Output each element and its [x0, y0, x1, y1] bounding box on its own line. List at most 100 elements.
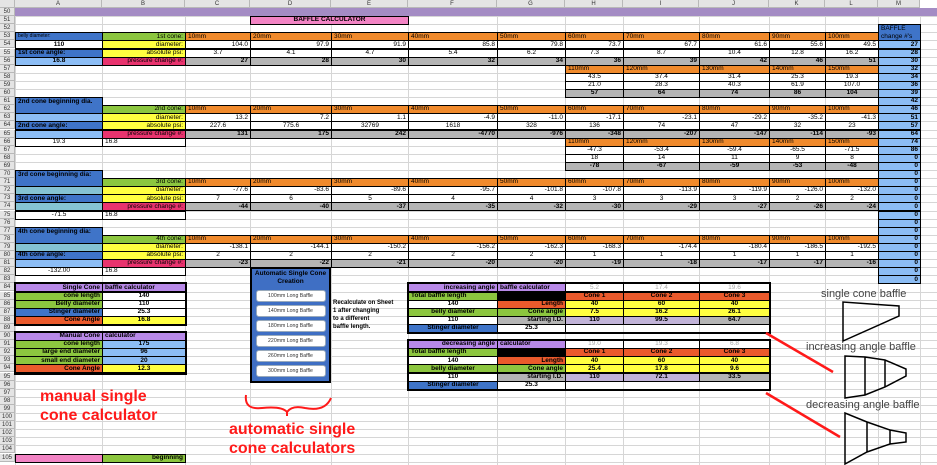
row-header[interactable]: 53: [0, 32, 15, 41]
left-cell[interactable]: 16.8: [102, 267, 186, 277]
baffle-change-header[interactable]: BAFFLE change #'s: [878, 24, 921, 42]
row-header[interactable]: 59: [0, 80, 15, 89]
select-all-corner[interactable]: [0, 0, 15, 8]
row-header[interactable]: 82: [0, 267, 15, 276]
baffle-length-button[interactable]: 260mm Long Baffle: [255, 350, 326, 362]
row-header[interactable]: 105: [0, 453, 15, 462]
row-header[interactable]: 67: [0, 145, 15, 154]
gridline: [15, 396, 937, 398]
column-header[interactable]: C: [185, 0, 250, 8]
left-cell[interactable]: 16.8: [102, 210, 186, 220]
row-header[interactable]: 75: [0, 210, 15, 219]
column-header[interactable]: L: [825, 0, 878, 8]
row-header[interactable]: 102: [0, 429, 15, 438]
increasing-angle-baffle-drawing: [844, 355, 907, 399]
row-header[interactable]: 55: [0, 48, 15, 57]
row-header[interactable]: 80: [0, 251, 15, 260]
row-header[interactable]: 68: [0, 153, 15, 162]
automatic-cone-title: Automatic Single Cone Creation: [254, 270, 327, 285]
bottom-cell[interactable]: beginning: [102, 453, 186, 463]
column-header[interactable]: H: [565, 0, 623, 8]
column-header[interactable]: D: [250, 0, 331, 8]
note-line: to a different: [333, 316, 370, 323]
baffle-length-button[interactable]: 100mm Long Baffle: [255, 290, 326, 302]
left-cell[interactable]: 16.8: [102, 137, 186, 147]
row-header[interactable]: 89: [0, 323, 15, 332]
row-header[interactable]: 73: [0, 194, 15, 203]
column-header[interactable]: F: [408, 0, 497, 8]
row-header[interactable]: 95: [0, 372, 15, 381]
column-header[interactable]: J: [699, 0, 769, 8]
row-header[interactable]: 81: [0, 259, 15, 268]
row-header[interactable]: 97: [0, 388, 15, 397]
gridline: [15, 461, 937, 463]
row-header[interactable]: 61: [0, 97, 15, 106]
row-header[interactable]: 66: [0, 137, 15, 146]
decreasing-angle-baffle-drawing: [844, 411, 907, 465]
row-header[interactable]: 98: [0, 396, 15, 405]
single-cone-baffle-label: single cone baffle: [821, 288, 907, 300]
row-header[interactable]: 64: [0, 121, 15, 130]
row-header[interactable]: 57: [0, 64, 15, 73]
row-header[interactable]: 78: [0, 234, 15, 243]
row-header[interactable]: 96: [0, 380, 15, 389]
row-header[interactable]: 74: [0, 202, 15, 211]
gridline: [15, 145, 937, 147]
row-header[interactable]: 65: [0, 129, 15, 138]
row-header[interactable]: 99: [0, 404, 15, 413]
column-header[interactable]: K: [769, 0, 825, 8]
row-header[interactable]: 100: [0, 413, 15, 422]
arrow-line: [765, 331, 834, 374]
column-header[interactable]: E: [331, 0, 408, 8]
gridline: [15, 16, 937, 18]
column-header[interactable]: I: [623, 0, 699, 8]
row-header[interactable]: 62: [0, 105, 15, 114]
row-header[interactable]: 83: [0, 275, 15, 284]
gridline: [15, 89, 937, 90]
row-header[interactable]: 51: [0, 16, 15, 25]
gridline: [15, 226, 937, 228]
row-header[interactable]: 63: [0, 113, 15, 122]
row-header[interactable]: 52: [0, 24, 15, 33]
row-header[interactable]: 56: [0, 56, 15, 65]
row-header[interactable]: 58: [0, 72, 15, 81]
row-header[interactable]: 77: [0, 226, 15, 235]
row-header[interactable]: 54: [0, 40, 15, 49]
row-header[interactable]: 103: [0, 437, 15, 446]
baffle-length-button[interactable]: 180mm Long Baffle: [255, 320, 326, 332]
note-line: baffle length.: [333, 324, 371, 331]
gridline: [15, 404, 937, 406]
gridline: [15, 437, 937, 439]
gridline: [15, 445, 937, 447]
gridline: [15, 429, 937, 431]
baffle-calculator-title[interactable]: BAFFLE CALCULATOR: [250, 16, 409, 26]
baffle-length-button[interactable]: 300mm Long Baffle: [255, 365, 326, 377]
baffle-length-button[interactable]: 220mm Long Baffle: [255, 335, 326, 347]
row-header[interactable]: 69: [0, 161, 15, 170]
row-header[interactable]: 101: [0, 421, 15, 430]
column-header[interactable]: M: [878, 0, 920, 8]
decreasing-angle-baffle-label: decreasing angle baffle: [806, 399, 920, 411]
row-header[interactable]: 79: [0, 242, 15, 251]
gridline: [15, 72, 937, 74]
column-header[interactable]: A: [15, 0, 102, 8]
row-header[interactable]: 72: [0, 186, 15, 195]
gridline: [15, 170, 937, 171]
row-header[interactable]: 70: [0, 170, 15, 179]
baffle-change-value[interactable]: 0: [878, 275, 921, 285]
row-header[interactable]: 76: [0, 218, 15, 227]
gridline: [15, 453, 937, 455]
recalculate-note: Recalculate on Sheet 1 after changing to…: [333, 299, 393, 331]
gridline: [15, 275, 937, 277]
row-header[interactable]: 60: [0, 89, 15, 98]
row-header[interactable]: 50: [0, 8, 15, 17]
column-header[interactable]: G: [497, 0, 565, 8]
baffle-length-button[interactable]: 140mm Long Baffle: [255, 305, 326, 317]
gridline: [15, 24, 937, 26]
gridline: [15, 413, 937, 414]
row-header[interactable]: 104: [0, 445, 15, 454]
column-header[interactable]: B: [102, 0, 185, 8]
row-header[interactable]: 71: [0, 178, 15, 187]
left-cell[interactable]: 16.8: [15, 56, 103, 66]
